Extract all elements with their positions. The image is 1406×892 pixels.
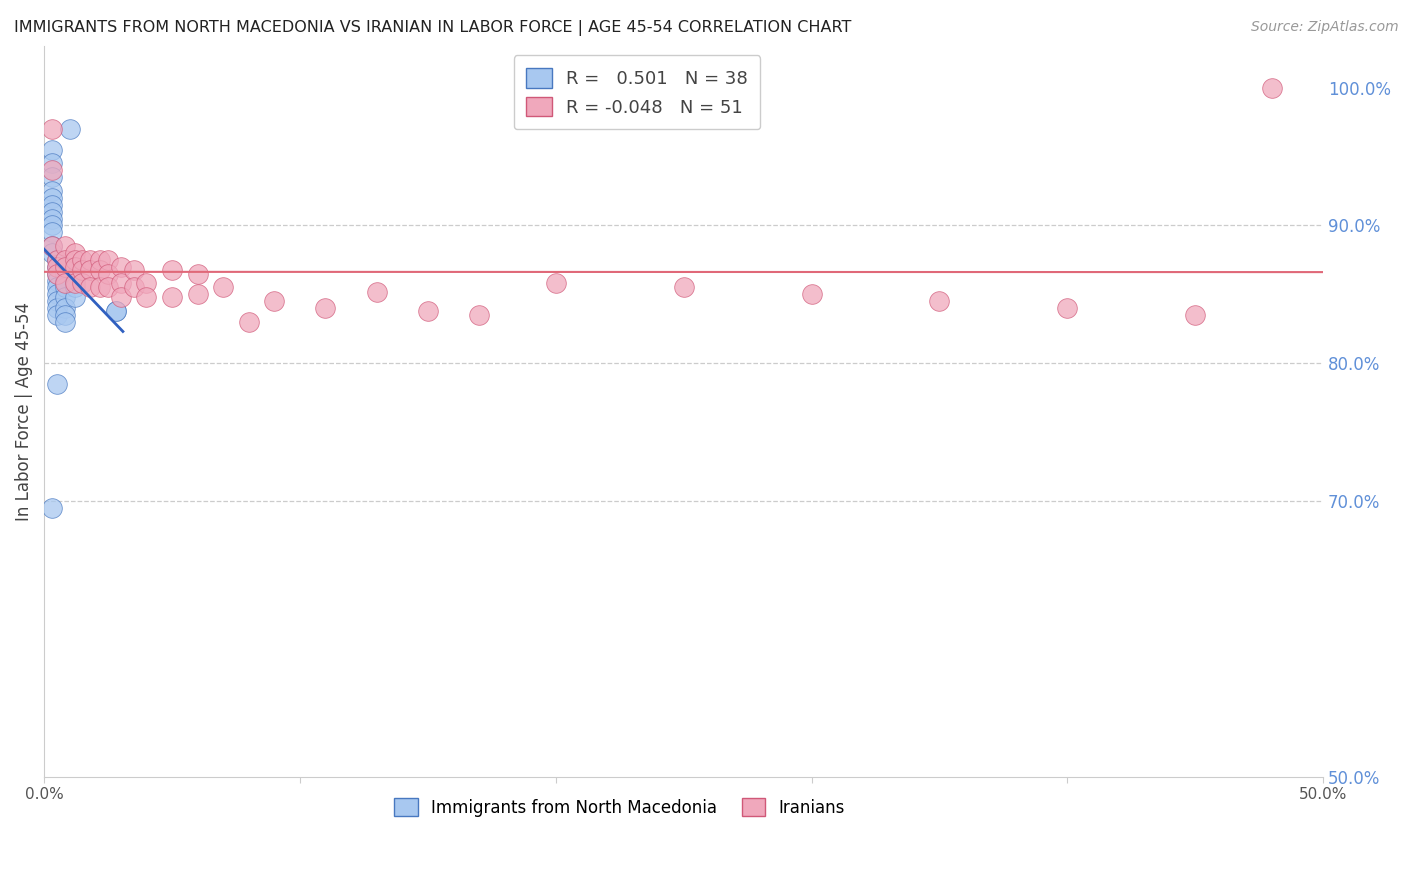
Point	[45, 274, 67, 288]
Point	[45, 376, 67, 391]
Point	[416, 304, 439, 318]
Point	[53, 280, 76, 294]
Point	[41, 239, 63, 253]
Point	[79, 252, 101, 267]
Point	[53, 252, 76, 267]
Point	[53, 239, 76, 253]
Point	[41, 246, 63, 260]
Legend: Immigrants from North Macedonia, Iranians: Immigrants from North Macedonia, Iranian…	[384, 789, 855, 827]
Point	[97, 252, 120, 267]
Point	[72, 252, 94, 267]
Point	[41, 501, 63, 516]
Point	[104, 304, 127, 318]
Point	[41, 239, 63, 253]
Point	[110, 290, 132, 304]
Point	[544, 277, 567, 291]
Point	[89, 252, 111, 267]
Point	[45, 260, 67, 274]
Point	[45, 267, 67, 281]
Point	[45, 287, 67, 301]
Point	[45, 294, 67, 309]
Point	[187, 267, 209, 281]
Point	[41, 204, 63, 219]
Point	[53, 315, 76, 329]
Point	[72, 277, 94, 291]
Point	[928, 294, 950, 309]
Point	[41, 219, 63, 233]
Point	[53, 267, 76, 281]
Point	[53, 308, 76, 322]
Point	[160, 290, 183, 304]
Point	[53, 277, 76, 291]
Point	[104, 304, 127, 318]
Point	[41, 122, 63, 136]
Point	[89, 262, 111, 277]
Point	[63, 260, 86, 274]
Point	[72, 262, 94, 277]
Point	[63, 260, 86, 274]
Point	[41, 225, 63, 239]
Point	[45, 252, 67, 267]
Point	[800, 287, 823, 301]
Point	[212, 280, 235, 294]
Point	[79, 280, 101, 294]
Point	[41, 211, 63, 226]
Point	[89, 280, 111, 294]
Point	[160, 262, 183, 277]
Point	[53, 274, 76, 288]
Point	[41, 198, 63, 212]
Point	[63, 246, 86, 260]
Point	[122, 262, 145, 277]
Point	[79, 262, 101, 277]
Point	[45, 308, 67, 322]
Point	[366, 285, 388, 299]
Point	[187, 287, 209, 301]
Point	[53, 301, 76, 315]
Text: Source: ZipAtlas.com: Source: ZipAtlas.com	[1251, 20, 1399, 34]
Text: IMMIGRANTS FROM NORTH MACEDONIA VS IRANIAN IN LABOR FORCE | AGE 45-54 CORRELATIO: IMMIGRANTS FROM NORTH MACEDONIA VS IRANI…	[14, 20, 852, 36]
Point	[135, 290, 157, 304]
Point	[1184, 308, 1206, 322]
Point	[63, 277, 86, 291]
Point	[63, 274, 86, 288]
Point	[59, 122, 82, 136]
Point	[110, 260, 132, 274]
Point	[1056, 301, 1078, 315]
Point	[315, 301, 337, 315]
Point	[41, 184, 63, 198]
Point	[135, 277, 157, 291]
Point	[672, 280, 695, 294]
Point	[41, 143, 63, 157]
Point	[45, 260, 67, 274]
Point	[97, 280, 120, 294]
Point	[53, 260, 76, 274]
Point	[53, 260, 76, 274]
Point	[468, 308, 491, 322]
Point	[45, 280, 67, 294]
Point	[45, 267, 67, 281]
Point	[41, 163, 63, 178]
Point	[41, 156, 63, 170]
Y-axis label: In Labor Force | Age 45-54: In Labor Force | Age 45-54	[15, 302, 32, 521]
Point	[63, 290, 86, 304]
Point	[53, 290, 76, 304]
Point	[63, 280, 86, 294]
Point	[63, 252, 86, 267]
Point	[1261, 80, 1284, 95]
Point	[45, 301, 67, 315]
Point	[238, 315, 260, 329]
Point	[110, 277, 132, 291]
Point	[122, 280, 145, 294]
Point	[97, 267, 120, 281]
Point	[45, 252, 67, 267]
Point	[41, 170, 63, 185]
Point	[263, 294, 285, 309]
Point	[41, 191, 63, 205]
